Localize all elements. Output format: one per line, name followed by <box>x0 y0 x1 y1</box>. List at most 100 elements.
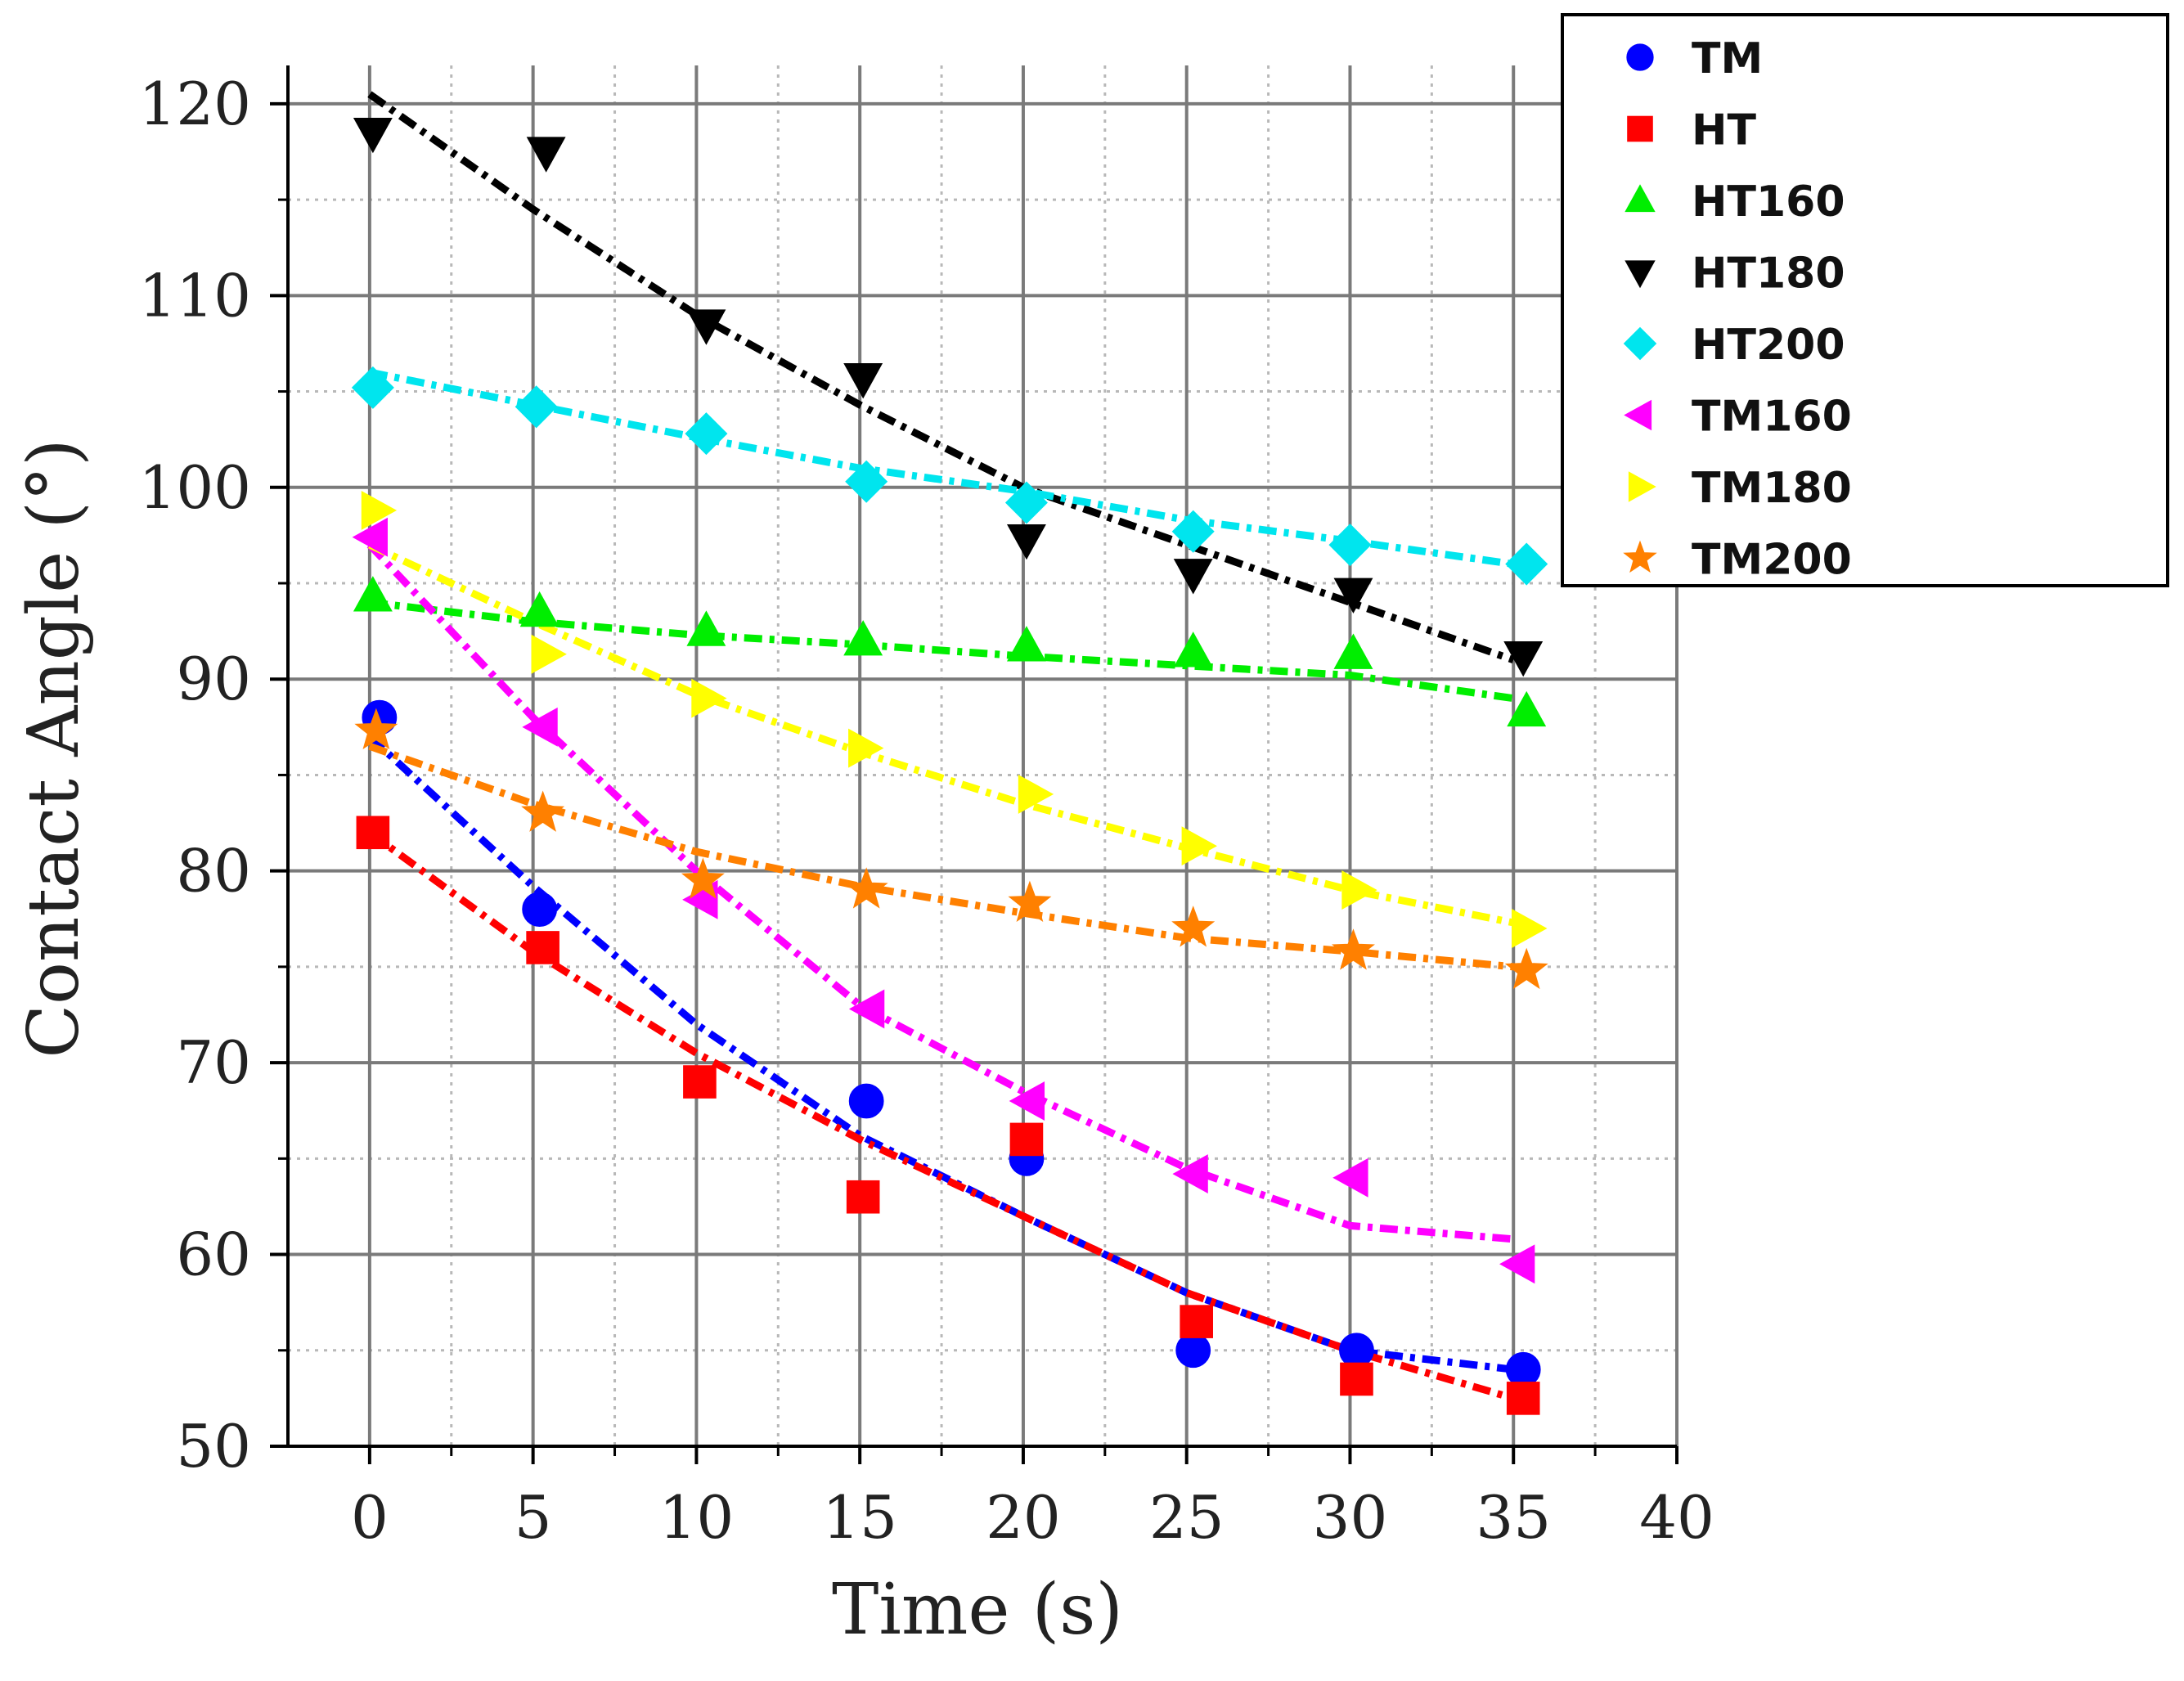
data-point-tm180 <box>691 678 727 718</box>
data-point-tm160 <box>352 517 388 557</box>
legend-marker-ht160 <box>1625 184 1656 213</box>
data-point-ht160 <box>686 610 726 646</box>
data-point-ht200 <box>1505 542 1548 586</box>
legend-label-tm: TM <box>1692 34 1763 83</box>
legend-label-tm180: TM180 <box>1692 464 1852 513</box>
data-point-ht160 <box>519 591 559 627</box>
y-tick-label: 90 <box>176 645 251 713</box>
data-point-ht160 <box>1173 631 1213 667</box>
data-point-ht160 <box>1006 626 1046 662</box>
data-point-ht180 <box>1173 559 1213 595</box>
data-point-tm200 <box>681 857 725 899</box>
data-point-tm200 <box>1331 928 1375 970</box>
data-point-tm <box>1339 1333 1374 1369</box>
data-point-ht180 <box>1333 578 1373 614</box>
data-markers <box>351 117 1548 1415</box>
y-tick-label: 60 <box>176 1220 251 1289</box>
legend-marker-ht200 <box>1623 326 1657 361</box>
data-point-tm200 <box>844 867 888 909</box>
data-point-ht200 <box>1328 524 1372 567</box>
legend-label-tm160: TM160 <box>1692 393 1852 442</box>
legend-label-ht: HT <box>1692 106 1757 155</box>
x-tick-label: 15 <box>822 1483 897 1552</box>
fit-line-ht200 <box>369 368 1514 569</box>
data-point-tm <box>1175 1333 1211 1369</box>
x-tick-label: 40 <box>1639 1483 1714 1552</box>
data-point-ht160 <box>1333 633 1373 669</box>
data-point-tm <box>848 1083 884 1119</box>
legend-box <box>1561 13 2169 587</box>
data-point-tm200 <box>521 790 565 832</box>
data-point-tm180 <box>531 634 567 674</box>
legend-marker-ht180 <box>1625 260 1656 289</box>
legend-marker-ht <box>1627 115 1653 142</box>
data-point-ht180 <box>843 363 883 399</box>
x-tick-label: 30 <box>1313 1483 1388 1552</box>
x-tick-label: 10 <box>659 1483 735 1552</box>
data-point-tm180 <box>1181 826 1217 866</box>
data-point-tm200 <box>1008 880 1052 923</box>
legend-label-tm200: TM200 <box>1692 536 1852 585</box>
axes <box>270 65 1678 1464</box>
data-point-tm160 <box>1332 1157 1368 1198</box>
legend-label-ht200: HT200 <box>1692 321 1845 370</box>
x-tick-label: 25 <box>1149 1483 1225 1552</box>
data-point-tm160 <box>1009 1081 1045 1121</box>
y-tick-label: 70 <box>176 1028 251 1097</box>
data-point-tm <box>522 892 558 927</box>
fit-line-ht180 <box>367 91 1515 664</box>
data-point-tm180 <box>1512 909 1548 948</box>
data-point-ht <box>1009 1122 1044 1157</box>
fit-lines <box>366 91 1515 1402</box>
data-point-tm160 <box>1499 1244 1535 1284</box>
data-point-tm180 <box>848 728 884 768</box>
data-point-ht <box>683 1065 717 1099</box>
data-point-ht <box>1506 1382 1540 1415</box>
legend-marker-tm160 <box>1624 399 1652 431</box>
data-point-ht160 <box>1507 690 1547 727</box>
data-point-tm <box>1505 1351 1541 1387</box>
data-point-ht200 <box>515 385 558 429</box>
legend-items: TM HT HT160 HT180 HT200 TM160 TM180 TM200 <box>1623 34 1852 585</box>
fit-line-tm160 <box>366 542 1514 1243</box>
data-point-ht <box>1340 1362 1373 1396</box>
fit-line-ht160 <box>369 598 1514 703</box>
legend: TM HT HT160 HT180 HT200 TM160 TM180 TM200 <box>1561 13 2169 587</box>
y-tick-label: 100 <box>139 453 251 522</box>
data-point-tm160 <box>1172 1154 1208 1194</box>
fit-line-ht <box>367 829 1515 1402</box>
y-tick-label: 110 <box>139 261 251 330</box>
data-point-ht180 <box>686 309 726 345</box>
x-tick-label: 0 <box>351 1483 389 1552</box>
data-point-ht180 <box>353 117 393 154</box>
data-point-ht160 <box>843 620 883 656</box>
y-tick-label: 50 <box>176 1412 251 1481</box>
data-point-ht180 <box>1503 640 1544 677</box>
y-tick-label: 80 <box>176 837 251 906</box>
data-point-tm180 <box>1018 774 1054 814</box>
legend-label-ht160: HT160 <box>1692 178 1845 227</box>
data-point-tm160 <box>522 707 558 747</box>
data-point-tm180 <box>1341 870 1377 910</box>
data-point-tm200 <box>1171 906 1216 947</box>
data-point-ht200 <box>685 412 728 456</box>
data-point-ht <box>846 1180 880 1214</box>
fit-line-tm180 <box>367 542 1515 927</box>
data-point-ht180 <box>526 137 566 173</box>
data-point-tm200 <box>1504 947 1548 990</box>
data-point-ht <box>356 816 390 850</box>
data-point-ht200 <box>1171 510 1215 553</box>
legend-marker-tm <box>1626 43 1654 71</box>
x-tick-label: 35 <box>1476 1483 1551 1552</box>
legend-marker-tm200 <box>1623 540 1657 573</box>
data-point-ht200 <box>351 366 394 409</box>
data-point-ht <box>1180 1305 1213 1338</box>
tick-labels: 0 5 10 15 20 25 30 35 40 50 60 70 80 90 100 110 120 <box>139 70 1714 1552</box>
x-axis-title: Time (s) <box>832 1569 1123 1651</box>
y-axis-title: Contact Angle (°) <box>13 438 95 1058</box>
data-point-tm200 <box>354 708 398 750</box>
fit-line-tm200 <box>368 743 1514 971</box>
y-tick-label: 120 <box>139 70 251 138</box>
